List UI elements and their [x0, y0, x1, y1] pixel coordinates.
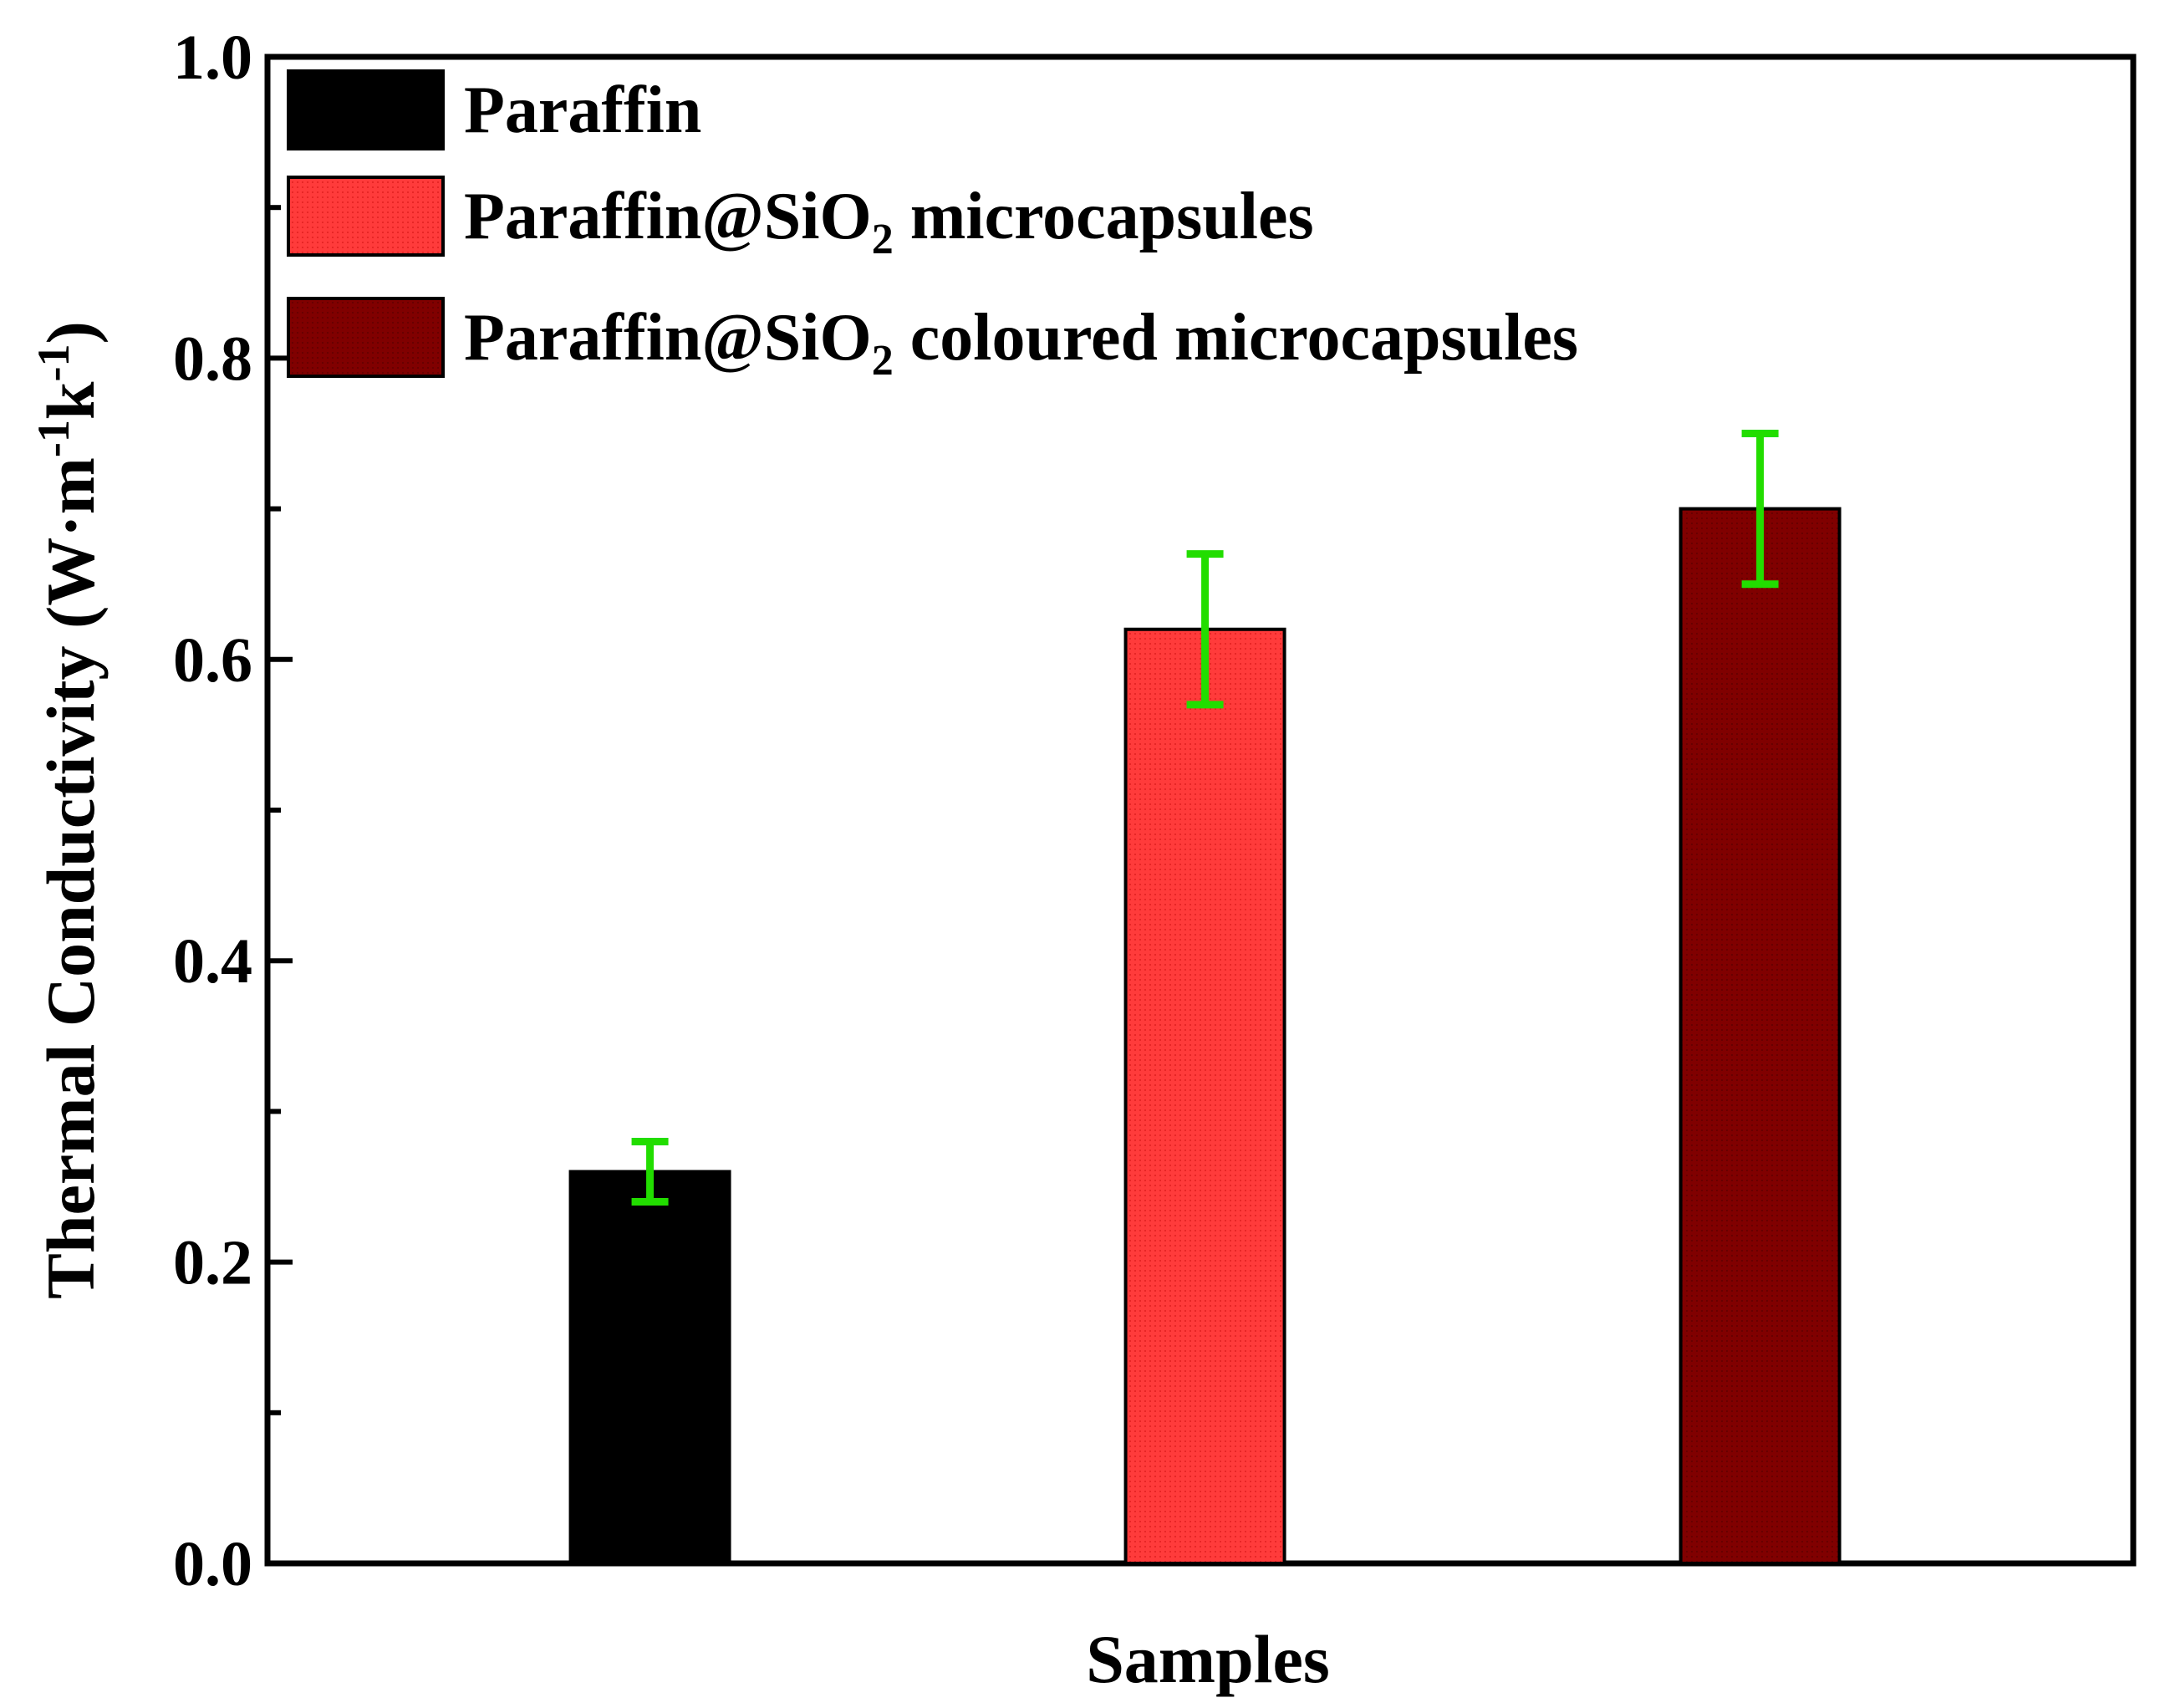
error-bars-group: [631, 430, 1779, 1206]
legend-label-paraffin: Paraffin: [464, 74, 701, 147]
y-tick-label: 0.8: [173, 324, 252, 394]
y-axis-label-mid: k: [33, 381, 109, 420]
x-axis-label: Samples: [1086, 1621, 1330, 1697]
legend-label-sio2-microcapsules: Paraffin@SiO2 microcapsules: [464, 180, 1314, 263]
y-tick-label: 0.6: [173, 625, 252, 696]
y-tick-label: 1.0: [173, 23, 252, 93]
bar-paraffin: [568, 1170, 731, 1565]
y-axis-label-exp2: -1: [28, 344, 79, 381]
y-axis-label-close: ): [33, 321, 109, 344]
y-axis-label-exp1: -1: [28, 420, 79, 457]
legend: Paraffin Paraffin@SiO2 microcapsules Par…: [287, 69, 1578, 385]
y-tick-label: 0.2: [173, 1228, 252, 1298]
legend-swatch-paraffin: [287, 69, 445, 150]
bar-paraffin-sio2-coloured-microcapsules: [1679, 507, 1842, 1565]
bar-paraffin-sio2-microcapsules: [1123, 627, 1286, 1565]
y-tick-label: 0.4: [173, 926, 252, 997]
y-axis-label: Thermal Conductivity (W·m-1k-1): [28, 321, 109, 1299]
legend-label-sio2-coloured-microcapsules: Paraffin@SiO2 coloured microcapsules: [464, 301, 1578, 385]
y-tick-labels: 0.0 0.2 0.4 0.6 0.8 1.0: [173, 23, 252, 1599]
bars-group: [568, 507, 1842, 1565]
legend-swatch-sio2-microcapsules: [287, 176, 445, 257]
axis-ticks: [267, 54, 293, 1566]
legend-swatch-sio2-coloured-microcapsules: [287, 297, 445, 378]
y-axis-label-main: Thermal Conductivity (W·m: [33, 457, 109, 1299]
y-tick-label: 0.0: [173, 1529, 252, 1599]
